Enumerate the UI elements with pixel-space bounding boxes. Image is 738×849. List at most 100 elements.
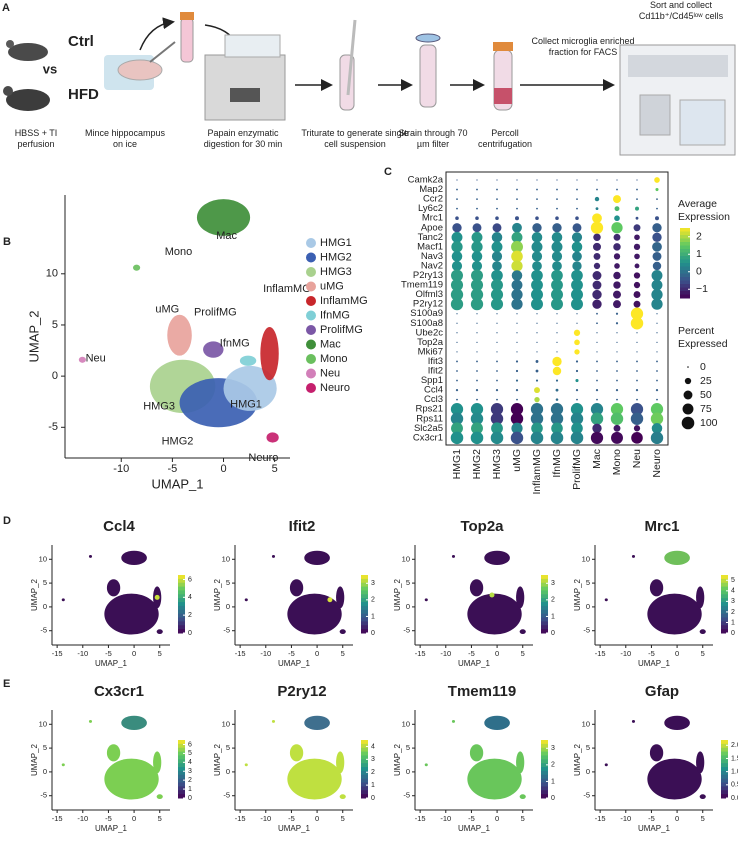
dot <box>613 300 621 309</box>
dot <box>652 261 662 271</box>
dot <box>576 198 578 200</box>
cell-cloud <box>156 794 163 800</box>
workflow-step: Sort and collect Cd11b⁺/Cd45ˡᵒʷ cells <box>638 0 724 21</box>
colorbar-tick-label: 3 <box>551 580 555 587</box>
dot <box>491 422 503 435</box>
colorbar-tick-label: 1 <box>551 778 555 785</box>
dot <box>456 341 458 343</box>
colorbar-segment <box>721 770 728 776</box>
dot <box>613 271 621 280</box>
colorbar-segment <box>361 594 368 599</box>
dot <box>634 253 640 260</box>
dot <box>530 431 544 445</box>
colorbar-segment <box>178 578 185 584</box>
y-tick-label: 0 <box>43 767 47 776</box>
dot <box>633 300 641 308</box>
x-tick-label: -5 <box>648 814 655 823</box>
dot <box>496 341 498 343</box>
dot <box>615 389 619 392</box>
y-tick-label: 0 <box>586 602 590 611</box>
dot <box>470 298 484 311</box>
cell-cloud <box>451 555 456 558</box>
dot <box>496 313 498 315</box>
dot <box>456 351 458 353</box>
size-legend-label: 100 <box>700 417 718 429</box>
dot <box>593 233 601 242</box>
category-label: IfnMG <box>551 449 563 478</box>
y-tick-label: 10 <box>582 719 590 728</box>
feature-title: Cx3cr1 <box>94 683 144 700</box>
legend-label: HMG1 <box>320 237 352 249</box>
colorbar-segment <box>361 767 368 772</box>
colorbar-segment <box>541 598 548 603</box>
colorbar-segment <box>721 790 728 795</box>
dot <box>496 322 498 324</box>
colorbar-segment <box>178 778 185 784</box>
colorbar-tick-label: 1 <box>371 613 375 620</box>
water-bath-lid <box>224 34 281 58</box>
dot <box>476 198 478 200</box>
cell-cloud <box>156 629 163 635</box>
gene-label: P2ry13 <box>413 270 443 281</box>
cell-cloud <box>699 629 706 635</box>
dot <box>636 379 638 382</box>
cell-cloud <box>336 751 345 774</box>
dot <box>575 216 579 220</box>
colorbar-segment <box>361 602 368 607</box>
dot <box>613 281 621 289</box>
colorbar-segment <box>541 759 548 764</box>
colorbar-segment <box>361 790 368 795</box>
y-tick-label: 10 <box>39 554 47 563</box>
cell-cloud <box>649 579 664 597</box>
dot <box>593 262 601 270</box>
dot <box>475 216 479 220</box>
cell-cloud <box>287 758 342 800</box>
gene-label: Cx3cr1 <box>413 432 443 443</box>
dot <box>536 313 538 315</box>
colorbar-tick-label: 1.5 <box>731 755 738 762</box>
x-axis-label: UMAP_1 <box>638 824 671 833</box>
cluster-label: HMG3 <box>143 401 175 413</box>
colorbar-segment <box>361 755 368 760</box>
panel-label: A <box>2 2 10 14</box>
dot <box>491 232 503 243</box>
colorbar-segment <box>361 578 368 584</box>
cell-cloud <box>153 751 162 774</box>
colorbar-segment <box>178 582 185 588</box>
gene-label: Mki67 <box>418 346 443 357</box>
dot <box>593 242 601 251</box>
colorbar-segment <box>178 794 185 799</box>
dot <box>633 425 641 432</box>
cell-cloud <box>121 715 147 730</box>
dot <box>476 313 478 315</box>
dot <box>491 241 503 253</box>
dot <box>476 379 478 382</box>
colorbar-segment <box>680 294 690 299</box>
size-legend-dot <box>682 403 694 415</box>
cell-cloud <box>516 586 525 609</box>
feature-title: Top2a <box>460 518 504 535</box>
cell-cloud <box>106 744 121 762</box>
colorbar-segment <box>721 621 728 626</box>
gene-label: Tmem119 <box>401 280 443 291</box>
dot <box>592 289 602 300</box>
mouse-icon <box>6 89 50 111</box>
colorbar-segment <box>541 617 548 622</box>
colorbar-segment <box>680 238 690 243</box>
dot <box>555 398 559 401</box>
dot <box>570 412 584 425</box>
dot <box>476 398 478 401</box>
x-tick-label: -15 <box>415 814 426 823</box>
colorbar-segment <box>721 759 728 764</box>
cell-cloud <box>699 794 706 800</box>
dot <box>571 298 583 311</box>
colorbar-tick-label: 4 <box>188 594 192 601</box>
category-label: uMG <box>511 449 523 472</box>
colorbar-segment <box>680 235 690 239</box>
dot <box>491 269 503 282</box>
dot <box>656 398 658 401</box>
legend-label: Mac <box>320 338 341 350</box>
dot <box>490 288 504 301</box>
dot <box>636 351 638 353</box>
dot <box>530 412 544 425</box>
